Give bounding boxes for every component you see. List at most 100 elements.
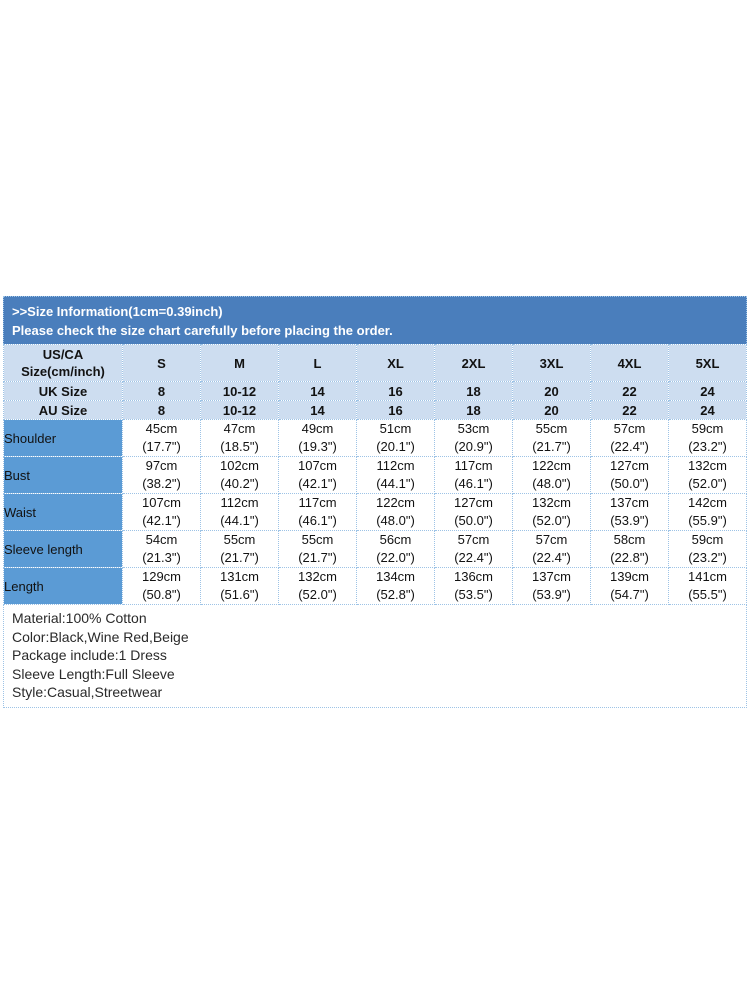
- measurement-value-cell: 132cm (52.0"): [668, 456, 747, 494]
- size-value-cell: 14: [278, 400, 357, 420]
- measurement-value-cell: 131cm (51.6"): [200, 567, 279, 605]
- measurement-inch: (48.0"): [532, 476, 571, 491]
- measurement-value-cell: 51cm (20.1"): [356, 419, 435, 457]
- measurement-label: Sleeve length: [3, 530, 123, 568]
- measurement-inch: (21.7"): [298, 550, 337, 565]
- measurement-inch: (50.0"): [454, 513, 493, 528]
- measurement-value-cell: 53cm (20.9"): [434, 419, 513, 457]
- measurement-inch: (19.3"): [298, 439, 337, 454]
- measurement-value-cell: 102cm (40.2"): [200, 456, 279, 494]
- measurement-cm: 55cm: [535, 421, 568, 436]
- size-header-row: US/CA Size(cm/inch) S M L XL 2XL 3XL 4XL 5XL: [3, 344, 747, 382]
- measurement-row-length: Length 129cm (50.8") 131cm (51.6") 132cm (52.0…: [3, 567, 747, 605]
- measurement-label: Shoulder: [3, 419, 123, 457]
- measurement-value-cell: 49cm (19.3"): [278, 419, 357, 457]
- measurement-inch: (21.7"): [220, 550, 259, 565]
- measurement-cm: 102cm: [219, 458, 260, 473]
- measurement-inch: (20.1"): [376, 439, 415, 454]
- measurement-inch: (53.9"): [532, 587, 571, 602]
- measurement-cm: 57cm: [457, 532, 490, 547]
- size-column-header: L: [278, 344, 357, 382]
- measurement-value-cell: 132cm (52.0"): [512, 493, 591, 531]
- measurement-cm: 137cm: [609, 495, 650, 510]
- measurement-cm: 55cm: [301, 532, 334, 547]
- measurement-inch: (53.9"): [610, 513, 649, 528]
- size-column-header: M: [200, 344, 279, 382]
- measurement-cm: 122cm: [375, 495, 416, 510]
- size-value-cell: 22: [590, 400, 669, 420]
- measurement-value-cell: 55cm (21.7"): [278, 530, 357, 568]
- measurement-cm: 132cm: [297, 569, 338, 584]
- measurement-inch: (52.0"): [532, 513, 571, 528]
- size-value-cell: 16: [356, 381, 435, 401]
- measurement-value-cell: 54cm (21.3"): [122, 530, 201, 568]
- measurement-cm: 107cm: [297, 458, 338, 473]
- measurement-value-cell: 137cm (53.9"): [590, 493, 669, 531]
- measurement-row-bust: Bust 97cm (38.2") 102cm (40.2") 107cm (42.1") 1…: [3, 456, 747, 494]
- measurement-value-cell: 107cm (42.1"): [278, 456, 357, 494]
- measurement-inch: (40.2"): [220, 476, 259, 491]
- size-row-au-size: AU Size 8 10-12 14 16 18 20 22 24: [3, 400, 747, 420]
- size-column-header: 5XL: [668, 344, 747, 382]
- detail-line-sleeve: Sleeve Length:Full Sleeve: [12, 665, 175, 682]
- measurement-inch: (52.8"): [376, 587, 415, 602]
- detail-line-package: Package include:1 Dress: [12, 647, 167, 663]
- measurement-value-cell: 112cm (44.1"): [356, 456, 435, 494]
- size-value-cell: 20: [512, 381, 591, 401]
- measurement-inch: (17.7"): [142, 439, 181, 454]
- measurement-inch: (20.9"): [454, 439, 493, 454]
- measurement-cm: 132cm: [531, 495, 572, 510]
- measurement-value-cell: 141cm (55.5"): [668, 567, 747, 605]
- measurement-inch: (21.3"): [142, 550, 181, 565]
- measurement-value-cell: 117cm (46.1"): [278, 493, 357, 531]
- measurement-inch: (55.9"): [688, 513, 727, 528]
- measurement-value-cell: 132cm (52.0"): [278, 567, 357, 605]
- measurement-inch: (53.5"): [454, 587, 493, 602]
- size-value-cell: 16: [356, 400, 435, 420]
- size-column-header: 2XL: [434, 344, 513, 382]
- measurement-inch: (38.2"): [142, 476, 181, 491]
- measurement-inch: (42.1"): [298, 476, 337, 491]
- measurement-value-cell: 112cm (44.1"): [200, 493, 279, 531]
- measurement-inch: (44.1"): [376, 476, 415, 491]
- detail-line-style: Style:Casual,Streetwear: [12, 684, 163, 700]
- measurement-value-cell: 59cm (23.2"): [668, 419, 747, 457]
- size-row-label: AU Size: [3, 400, 123, 420]
- measurement-value-cell: 107cm (42.1"): [122, 493, 201, 531]
- measurement-value-cell: 127cm (50.0"): [434, 493, 513, 531]
- measurement-label: Length: [3, 567, 123, 605]
- size-column-header: 3XL: [512, 344, 591, 382]
- measurement-inch: (46.1"): [454, 476, 493, 491]
- measurement-value-cell: 57cm (22.4"): [590, 419, 669, 457]
- measurement-value-cell: 58cm (22.8"): [590, 530, 669, 568]
- measurement-value-cell: 122cm (48.0"): [512, 456, 591, 494]
- size-row-uk-size: UK Size 8 10-12 14 16 18 20 22 24: [3, 381, 747, 401]
- measurement-cm: 127cm: [453, 495, 494, 510]
- measurement-value-cell: 97cm (38.2"): [122, 456, 201, 494]
- measurement-cm: 142cm: [687, 495, 728, 510]
- measurement-cm: 117cm: [298, 495, 337, 510]
- measurement-value-cell: 117cm (46.1"): [434, 456, 513, 494]
- measurement-cm: 122cm: [531, 458, 572, 473]
- measurement-value-cell: 55cm (21.7"): [512, 419, 591, 457]
- measurement-cm: 136cm: [453, 569, 494, 584]
- measurement-row-sleeve-length: Sleeve length 54cm (21.3") 55cm (21.7") 55cm (…: [3, 530, 747, 568]
- measurement-inch: (18.5"): [220, 439, 259, 454]
- size-column-header: S: [122, 344, 201, 382]
- measurement-label: Bust: [3, 456, 123, 494]
- measurement-cm: 97cm: [145, 458, 178, 473]
- measurement-inch: (22.8"): [610, 550, 649, 565]
- size-info-content: >>Size Information(1cm=0.39inch) Please …: [3, 296, 747, 708]
- measurement-cm: 55cm: [223, 532, 256, 547]
- measurement-cm: 45cm: [145, 421, 178, 436]
- measurement-inch: (52.0"): [688, 476, 727, 491]
- measurement-cm: 47cm: [223, 421, 256, 436]
- measurement-value-cell: 136cm (53.5"): [434, 567, 513, 605]
- measurement-cm: 134cm: [375, 569, 416, 584]
- detail-line-material: Material:100% Cotton: [12, 610, 147, 626]
- size-value-cell: 24: [668, 400, 747, 420]
- measurement-inch: (22.4"): [610, 439, 649, 454]
- corner-label: US/CA Size(cm/inch): [3, 344, 123, 382]
- measurement-value-cell: 45cm (17.7"): [122, 419, 201, 457]
